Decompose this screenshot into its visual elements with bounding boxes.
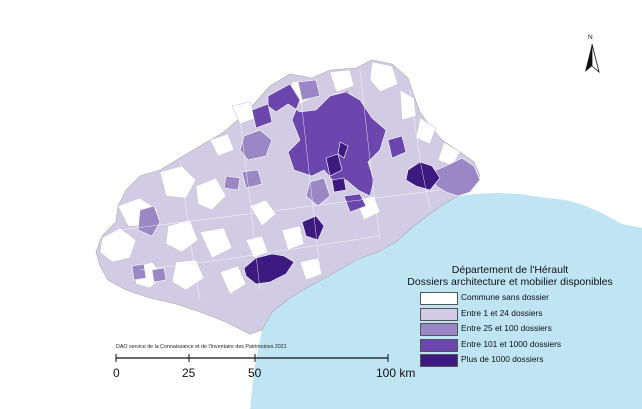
communes-sans-dossier bbox=[99, 61, 461, 295]
scale-label-50: 50 bbox=[248, 366, 262, 380]
communes-plus-1000 bbox=[243, 141, 441, 285]
legend-swatch bbox=[420, 354, 458, 367]
legend-title-line1: Département de l'Hérault bbox=[451, 264, 569, 276]
communes-101-1000 bbox=[251, 83, 407, 213]
scale-bar bbox=[115, 354, 389, 362]
scale-label-25: 25 bbox=[182, 366, 196, 380]
north-arrow-icon bbox=[585, 43, 600, 74]
credit-text: DAO service de la Connaissance et de l'I… bbox=[116, 344, 287, 350]
legend-swatch bbox=[420, 307, 458, 321]
legend-label: Entre 101 et 1000 dossiers bbox=[461, 338, 562, 349]
commune-boundaries bbox=[119, 69, 441, 301]
legend-label: Commune sans dossier bbox=[461, 292, 549, 302]
scale-label-0: 0 bbox=[113, 366, 120, 380]
legend-label: Plus de 1000 dossiers bbox=[461, 354, 544, 364]
legend-swatch bbox=[420, 292, 458, 305]
legend-swatch bbox=[420, 338, 458, 352]
scale-label-100: 100 km bbox=[376, 366, 416, 380]
legend-label: Entre 1 et 24 dossiers bbox=[461, 307, 543, 318]
north-label: N bbox=[588, 34, 593, 41]
legend-swatch bbox=[420, 323, 458, 336]
legend-title-line2: Dossiers architecture et mobilier dispon… bbox=[407, 276, 613, 288]
legend-title: Département de l'Hérault Dossiers archit… bbox=[390, 264, 630, 288]
legend-label: Entre 25 et 100 dossiers bbox=[461, 323, 552, 333]
